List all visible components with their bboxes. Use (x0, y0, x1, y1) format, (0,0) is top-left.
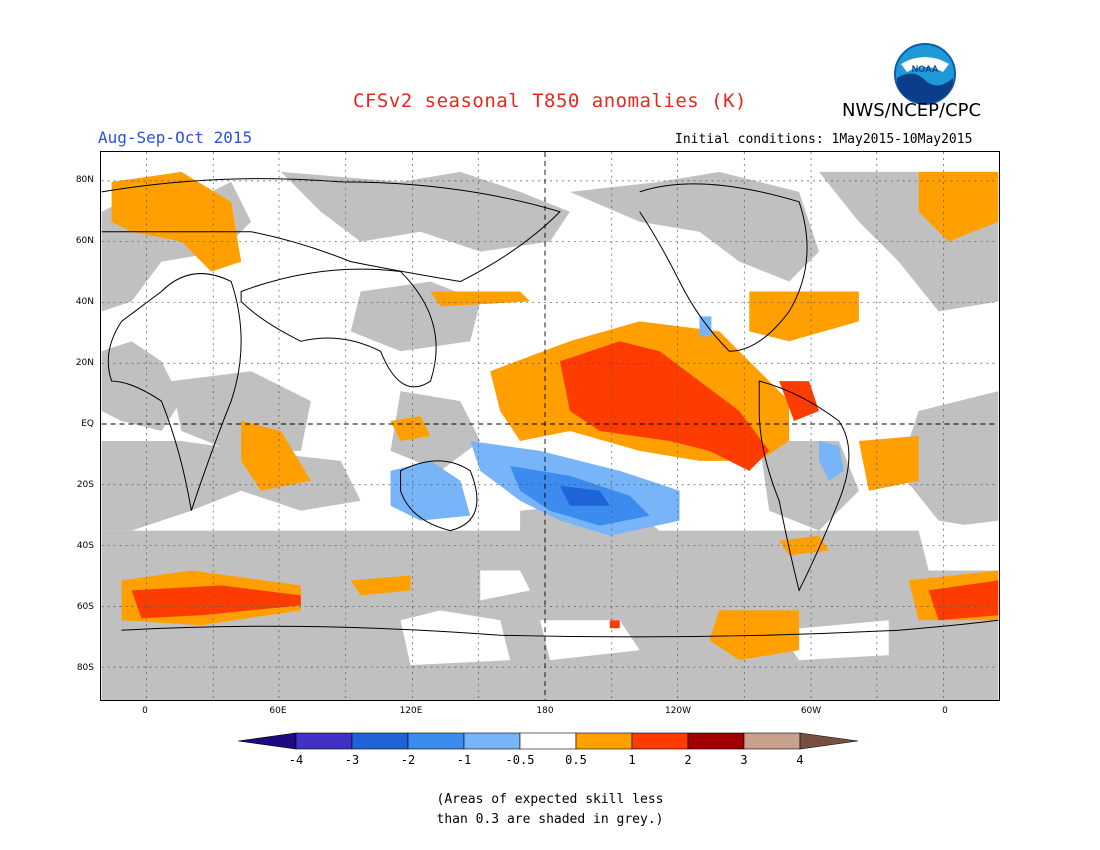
note-line-2: than 0.3 are shaded in grey.) (436, 812, 664, 827)
colorbar-label: -2 (400, 753, 416, 767)
lon-label-60w: 60W (800, 706, 822, 716)
colorbar-label: -1 (456, 753, 472, 767)
skill-note: (Areas of expected skill less than 0.3 a… (0, 790, 1100, 830)
colorbar-segment-0 (238, 732, 297, 750)
agency-label: NWS/NCEP/CPC (842, 100, 982, 121)
cold-anomaly-blue (390, 316, 844, 536)
anomaly-map (100, 151, 1000, 701)
colorbar-label: 0.5 (565, 753, 587, 767)
map-title: CFSv2 seasonal T850 anomalies (K) (353, 90, 747, 112)
lat-label-80n: 80N (75, 175, 94, 185)
graticule (101, 152, 999, 700)
colorbar-label: -0.5 (505, 753, 535, 767)
lat-label-20n: 20N (75, 358, 94, 368)
lon-label-120w: 120W (664, 706, 692, 716)
equator-dateline (101, 152, 999, 700)
colorbar-segment-9 (743, 732, 801, 750)
colorbar (238, 732, 859, 750)
lat-label-20s: 20S (76, 480, 94, 490)
season-label: Aug-Sep-Oct 2015 (98, 128, 253, 147)
colorbar-label: 1 (628, 753, 636, 767)
lon-label-120e: 120E (399, 706, 423, 716)
colorbar-segment-5 (519, 732, 577, 750)
note-line-1: (Areas of expected skill less (436, 792, 664, 807)
colorbar-segment-4 (463, 732, 521, 750)
colorbar-label: -4 (288, 753, 304, 767)
lat-label-40n: 40N (75, 297, 94, 307)
initial-conditions-label: Initial conditions: 1May2015-10May2015 (675, 132, 973, 147)
lat-label-40s: 40S (76, 541, 94, 551)
lat-label-60n: 60N (75, 236, 94, 246)
colorbar-segment-7 (631, 732, 689, 750)
lon-label-0: 0 (142, 706, 148, 716)
colorbar-segment-1 (295, 732, 353, 750)
noaa-logo-text: NOAA (912, 64, 939, 74)
lat-label-eq: EQ (81, 419, 94, 429)
lat-label-60s: 60S (76, 602, 94, 612)
lon-label-60e: 60E (269, 706, 287, 716)
colorbar-segment-10 (799, 732, 859, 750)
colorbar-label: 4 (796, 753, 804, 767)
colorbar-label: -3 (344, 753, 360, 767)
coastlines (101, 178, 999, 638)
colorbar-segment-2 (351, 732, 409, 750)
lat-label-80s: 80S (76, 663, 94, 673)
colorbar-segment-3 (407, 732, 465, 750)
colorbar-segment-8 (687, 732, 745, 750)
lon-label-0-east: 0 (942, 706, 948, 716)
colorbar-segment-6 (575, 732, 633, 750)
lon-label-180: 180 (536, 706, 554, 716)
colorbar-label: 3 (740, 753, 748, 767)
colorbar-label: 2 (684, 753, 692, 767)
noaa-logo-icon: NOAA (894, 43, 956, 105)
